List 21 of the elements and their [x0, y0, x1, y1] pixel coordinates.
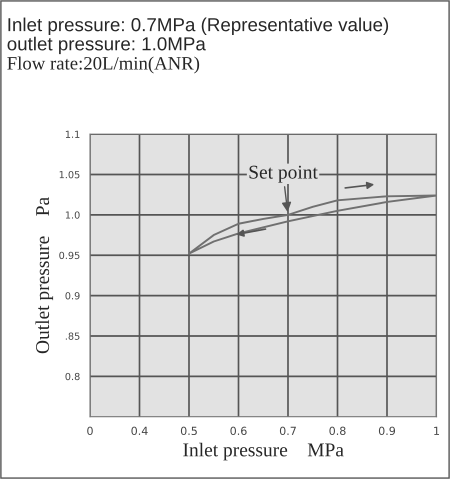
y-tick-label: 0.9	[65, 292, 80, 300]
y-tick-label: .85	[66, 332, 80, 340]
x-axis-title: Inlet pressure MPa	[183, 442, 344, 460]
x-tick-label: 0.6	[230, 426, 247, 436]
text: Flow rate:20L/min(ANR)	[7, 56, 200, 74]
y-tick-label: 1.05	[60, 170, 80, 178]
x-tick-label: 1	[434, 426, 440, 435]
x-tick-label: 0.4	[131, 426, 148, 436]
annotation: Set point	[250, 166, 318, 183]
y-tick-label: 0.95	[59, 252, 80, 260]
y-axis-title: Outlet pressure Pa	[35, 197, 54, 354]
x-tick-label: 0.9	[378, 426, 396, 436]
y-tick-label: 0.8	[65, 372, 80, 380]
x-tick-label: 0	[87, 426, 93, 436]
x-tick-label: 0.5	[180, 426, 197, 436]
chart-subtitle: outlet pressure: 1.0MPa	[8, 36, 206, 54]
y-tick-label: 1.0	[66, 211, 80, 219]
x-tick-label: 0.8	[329, 426, 346, 436]
y-tick-label: 1.1	[66, 130, 80, 138]
chart-title: Inlet pressure: 0.7MPa (Representative value)	[8, 18, 388, 36]
x-tick-label: 0.7	[280, 426, 296, 436]
